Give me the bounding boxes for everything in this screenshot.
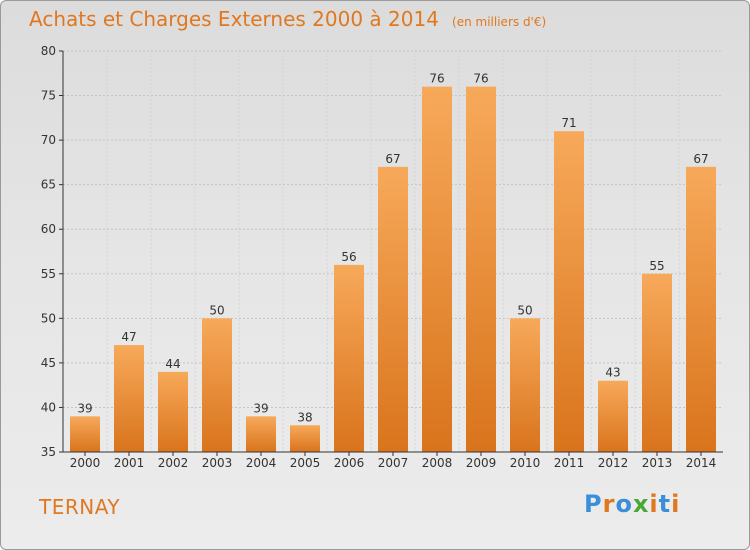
bar-value-label: 38 bbox=[297, 410, 312, 424]
bar bbox=[246, 416, 276, 452]
x-tick-label: 2002 bbox=[158, 456, 189, 470]
bar bbox=[114, 345, 144, 452]
bar-value-label: 56 bbox=[341, 250, 356, 264]
bar-value-label: 67 bbox=[385, 152, 400, 166]
x-tick-label: 2013 bbox=[642, 456, 673, 470]
y-tick-label: 55 bbox=[41, 267, 56, 281]
x-tick-label: 2012 bbox=[598, 456, 629, 470]
bar-value-label: 50 bbox=[209, 303, 224, 317]
x-tick-label: 2010 bbox=[510, 456, 541, 470]
bar-value-label: 76 bbox=[473, 72, 488, 86]
x-tick-label: 2000 bbox=[70, 456, 101, 470]
bar-value-label: 39 bbox=[253, 401, 268, 415]
x-tick-label: 2001 bbox=[114, 456, 145, 470]
logo-letter: i bbox=[671, 490, 681, 518]
bar-value-label: 44 bbox=[165, 357, 180, 371]
bar bbox=[554, 131, 584, 452]
logo-letter: x bbox=[632, 490, 650, 518]
bar-value-label: 76 bbox=[429, 72, 444, 86]
logo-letter: i bbox=[649, 490, 659, 518]
bar-value-label: 43 bbox=[605, 366, 620, 380]
bar bbox=[202, 318, 232, 452]
bar bbox=[334, 264, 364, 452]
bar-value-label: 55 bbox=[649, 259, 664, 273]
y-tick-label: 60 bbox=[41, 222, 56, 236]
commune-name: TERNAY bbox=[39, 495, 121, 519]
bar bbox=[598, 380, 628, 452]
bar-value-label: 47 bbox=[121, 330, 136, 344]
bar bbox=[70, 416, 100, 452]
bar-value-label: 71 bbox=[561, 116, 576, 130]
logo-letter: t bbox=[658, 490, 672, 518]
title-row: Achats et Charges Externes 2000 à 2014 (… bbox=[29, 7, 546, 31]
y-tick-label: 70 bbox=[41, 133, 56, 147]
bar-value-label: 50 bbox=[517, 303, 532, 317]
logo-letter: P bbox=[584, 490, 603, 518]
x-tick-label: 2004 bbox=[246, 456, 277, 470]
x-tick-label: 2008 bbox=[422, 456, 453, 470]
y-tick-label: 65 bbox=[41, 178, 56, 192]
chart-subtitle: (en milliers d'€) bbox=[452, 15, 547, 29]
bar bbox=[510, 318, 540, 452]
chart-title: Achats et Charges Externes 2000 à 2014 bbox=[29, 7, 439, 31]
bar bbox=[290, 425, 320, 452]
logo-letter: r bbox=[602, 490, 616, 518]
x-tick-label: 2014 bbox=[686, 456, 717, 470]
bar-value-label: 67 bbox=[693, 152, 708, 166]
bar bbox=[422, 86, 452, 453]
bar-value-label: 39 bbox=[77, 401, 92, 415]
logo-letter: o bbox=[615, 490, 633, 518]
x-tick-label: 2009 bbox=[466, 456, 497, 470]
bar bbox=[642, 273, 672, 452]
y-tick-label: 40 bbox=[41, 400, 56, 414]
bar bbox=[158, 371, 188, 452]
bar bbox=[378, 166, 408, 452]
bar bbox=[686, 166, 716, 452]
y-tick-label: 35 bbox=[41, 445, 56, 459]
proxiti-logo: Proxiti bbox=[584, 490, 680, 518]
bar bbox=[466, 86, 496, 453]
x-tick-label: 2006 bbox=[334, 456, 365, 470]
x-tick-label: 2007 bbox=[378, 456, 409, 470]
y-tick-label: 45 bbox=[41, 356, 56, 370]
y-tick-label: 75 bbox=[41, 89, 56, 103]
y-tick-label: 50 bbox=[41, 311, 56, 325]
x-tick-label: 2011 bbox=[554, 456, 585, 470]
x-tick-label: 2003 bbox=[202, 456, 233, 470]
x-tick-label: 2005 bbox=[290, 456, 321, 470]
y-tick-label: 80 bbox=[41, 44, 56, 58]
